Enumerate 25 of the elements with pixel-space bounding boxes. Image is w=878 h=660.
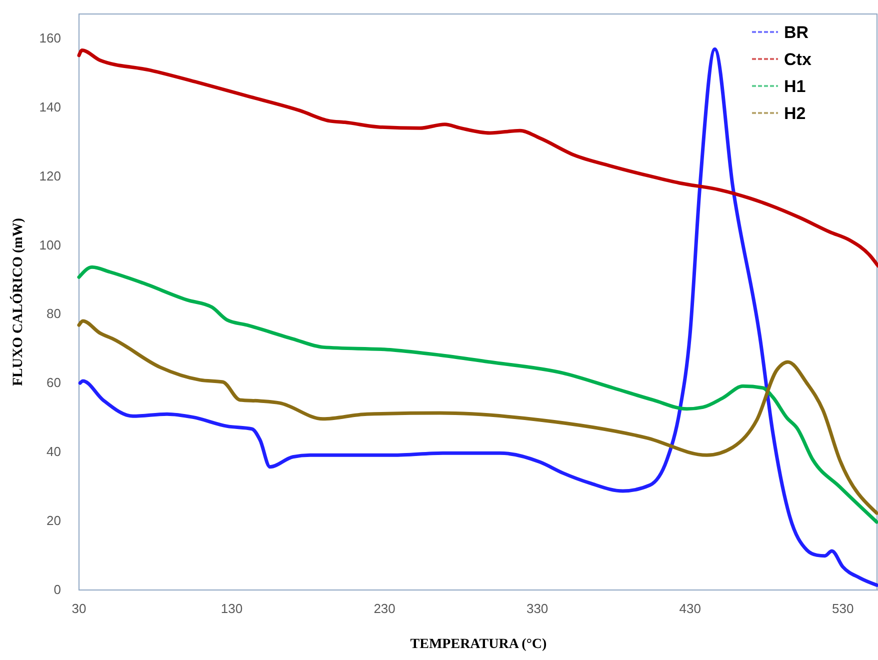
y-tick-label: 140 <box>39 99 61 114</box>
legend-label: H1 <box>784 77 806 96</box>
y-tick-label: 120 <box>39 168 61 184</box>
x-tick-label: 30 <box>72 601 86 616</box>
y-tick-label: 100 <box>39 237 61 252</box>
y-axis-title: FLUXO CALÓRICO (mW) <box>9 218 26 386</box>
line-series <box>77 319 878 515</box>
x-tick-label: 330 <box>526 601 548 616</box>
y-tick-label: 80 <box>46 306 61 322</box>
y-tick-label: 40 <box>46 444 61 460</box>
line-series <box>77 265 878 524</box>
y-tick-label: 20 <box>46 513 61 528</box>
x-tick-label: 530 <box>832 601 854 616</box>
line-series <box>78 47 878 587</box>
y-tick-label: 160 <box>39 30 61 46</box>
x-axis-title: TEMPERATURA (°C) <box>410 637 548 652</box>
x-tick-label: 130 <box>220 601 243 616</box>
legend-label: H2 <box>784 104 806 123</box>
legend-label: BR <box>784 23 809 42</box>
line-series <box>77 48 878 268</box>
y-tick-label: 60 <box>46 375 61 390</box>
y-tick-label: 0 <box>54 582 61 598</box>
x-tick-label: 430 <box>679 601 701 616</box>
legend-label: Ctx <box>784 50 812 69</box>
x-tick-label: 230 <box>374 601 396 616</box>
